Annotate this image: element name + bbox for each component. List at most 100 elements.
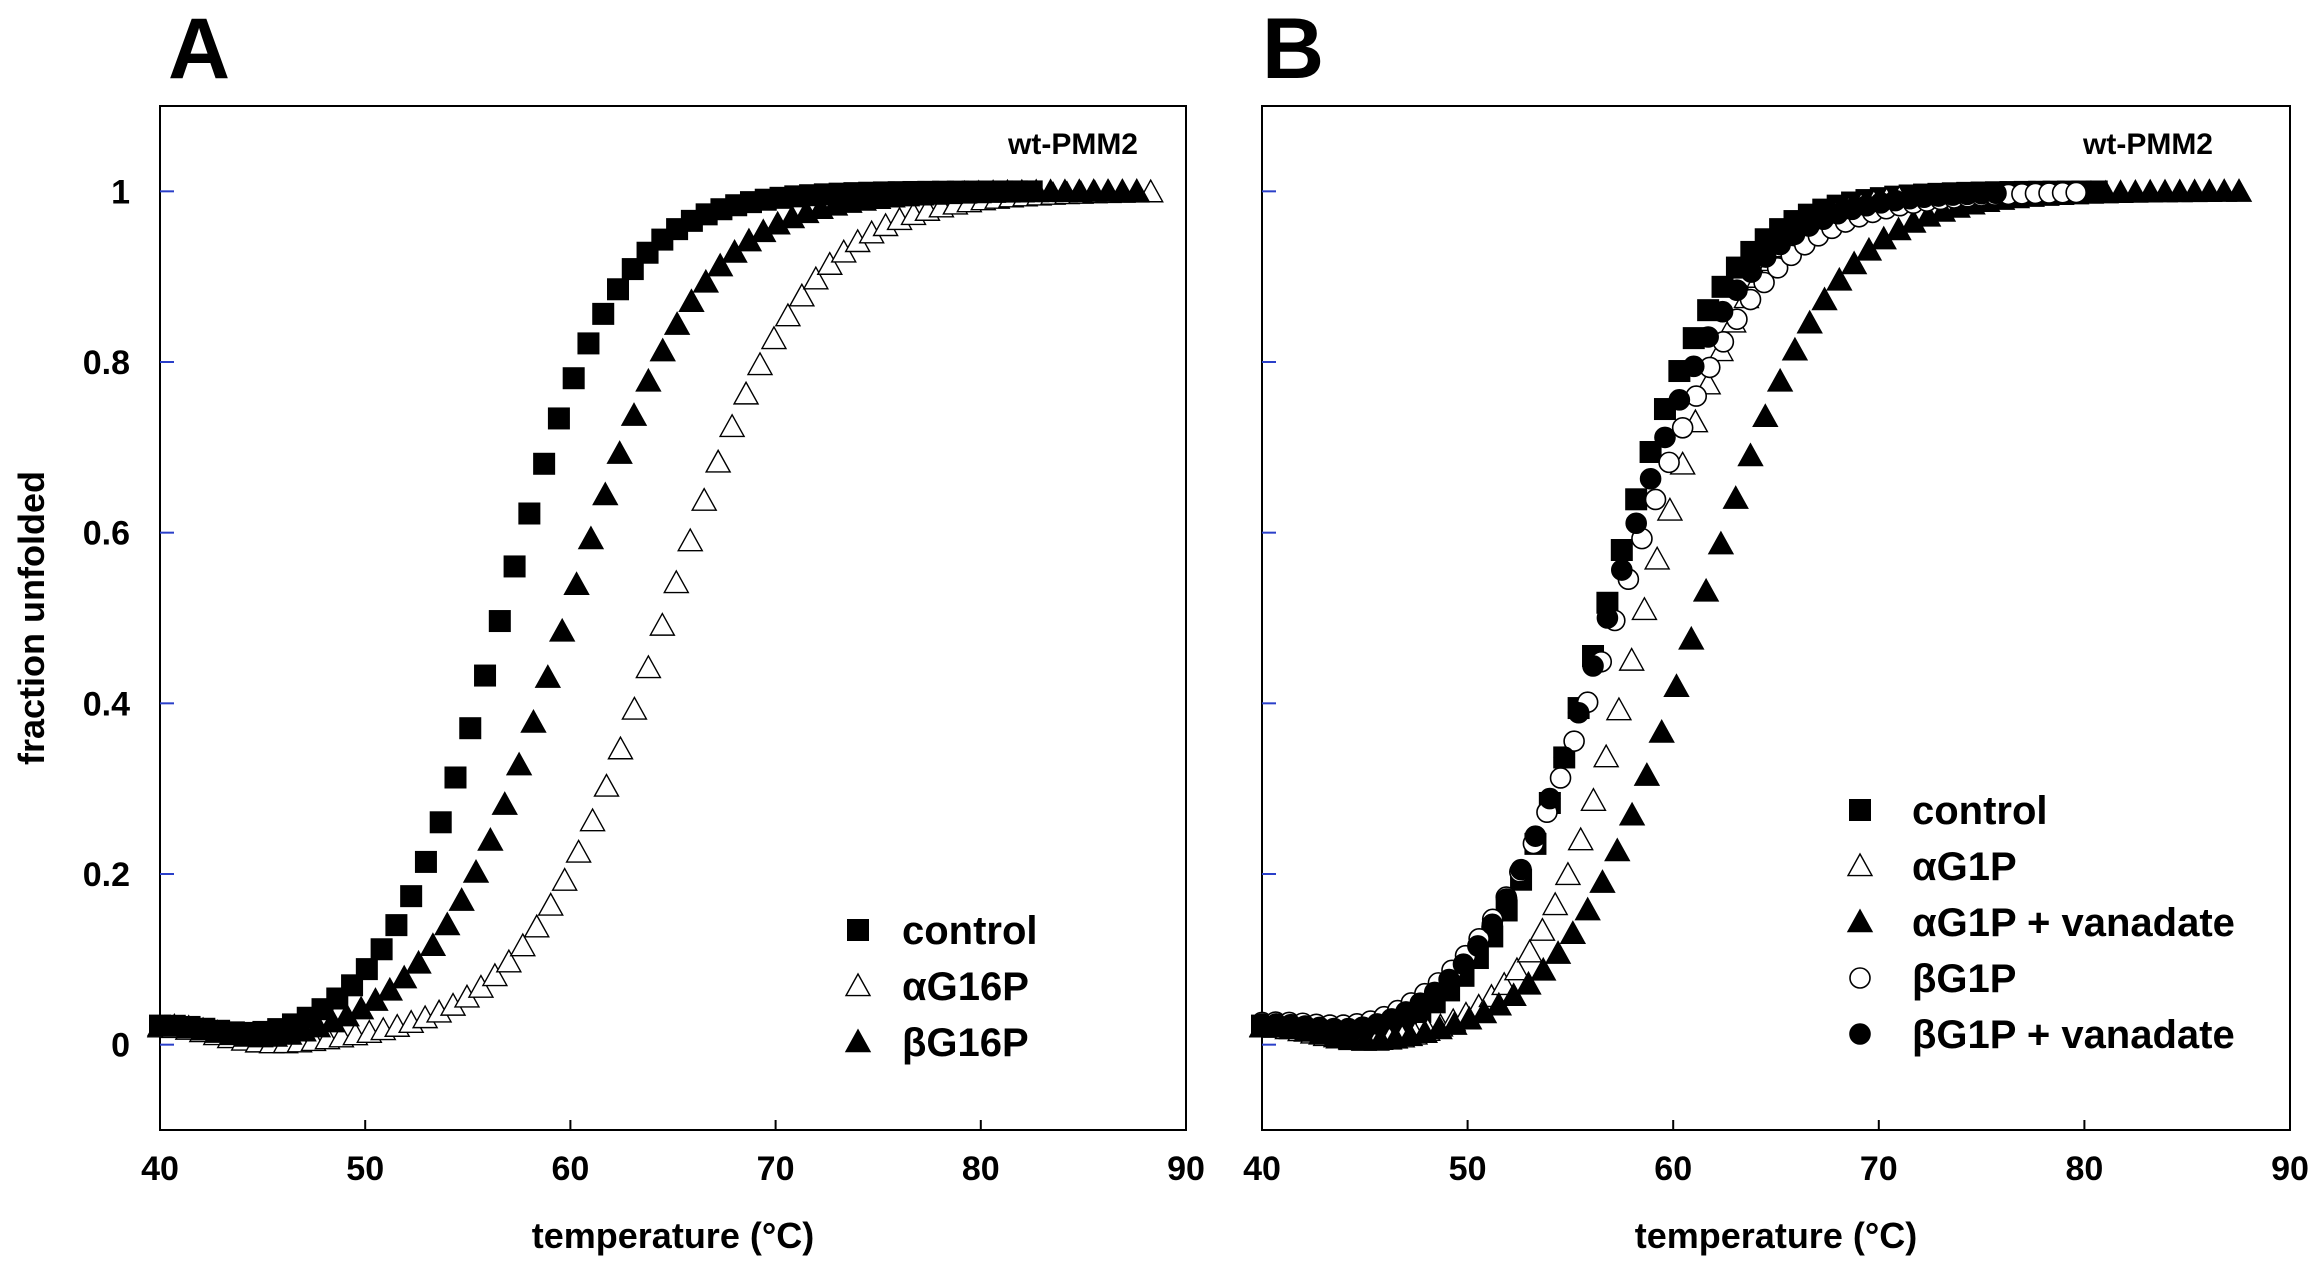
data-point [620, 402, 648, 426]
legend-label-alphag1p-vanadate: αG1P + vanadate [1912, 901, 2235, 945]
data-point [1529, 917, 1556, 941]
x-tick-label: 90 [2271, 1150, 2309, 1188]
legend-marker-alphag1p [1846, 852, 1874, 877]
data-point [2225, 178, 2253, 202]
panel-b: B wt-PMM2 temperature (°C) 40 50 60 70 80 90 … [1243, 1, 2309, 1256]
data-point [1826, 266, 1853, 291]
data-point [1648, 719, 1675, 743]
data-point [678, 288, 705, 313]
series-betag16p [146, 178, 1150, 1048]
y-tick-label: 0.2 [83, 856, 130, 894]
data-point [537, 892, 564, 916]
data-point [607, 735, 634, 760]
data-point [1539, 787, 1561, 810]
data-point [1596, 607, 1619, 629]
x-tick-label: 90 [1167, 1150, 1205, 1188]
data-point [390, 964, 418, 989]
data-point [1618, 647, 1645, 671]
data-point [1766, 367, 1794, 392]
data-point [1589, 869, 1616, 893]
data-point [1618, 801, 1646, 826]
data-point [1697, 326, 1719, 348]
legend-marker-betag1p [1849, 967, 1871, 989]
data-point [1722, 485, 1749, 509]
y-tick-label: 1 [111, 173, 130, 211]
data-point [1692, 577, 1720, 602]
data-point [1644, 488, 1667, 511]
data-point [1671, 417, 1694, 439]
data-point [607, 278, 630, 301]
legend-label-betag16p: βG16P [902, 1021, 1029, 1065]
data-point [488, 610, 511, 633]
data-point [1580, 787, 1607, 811]
legend-marker-alphag1p-vanadate [1846, 908, 1874, 933]
legend-label-betag1p-vanadate: βG1P + vanadate [1912, 1013, 2235, 1057]
data-layer-a [146, 178, 1164, 1054]
data-point [1663, 673, 1690, 698]
data-point [1554, 861, 1582, 886]
data-point [606, 440, 633, 464]
y-tick-label: 0.4 [83, 685, 130, 723]
data-point [635, 367, 662, 392]
data-point [1985, 182, 2007, 205]
data-point [577, 525, 605, 550]
data-point [649, 337, 676, 362]
data-point [405, 949, 432, 974]
x-tick-label: 50 [1449, 1150, 1487, 1188]
x-tick-label: 80 [2065, 1150, 2103, 1188]
data-point [1524, 825, 1547, 847]
data-point [1423, 981, 1446, 1004]
data-point [663, 569, 690, 594]
plot-frame-b [1261, 105, 2291, 1131]
legend-marker-control [847, 919, 869, 941]
data-point [448, 887, 475, 911]
data-point [1711, 300, 1734, 323]
annotation-b: wt-PMM2 [2082, 128, 2213, 161]
data-point [593, 773, 620, 797]
legend-label-alphag1p: αG1P [1912, 845, 2017, 889]
legend-a: control αG16P βG16P [844, 909, 1038, 1065]
data-point [533, 452, 556, 475]
legend-label-alphag16p: αG16P [902, 965, 1029, 1009]
data-point [1452, 953, 1475, 975]
data-point [385, 914, 408, 937]
x-tick-label: 70 [1860, 1150, 1898, 1188]
tick-layer-a: 40 50 60 70 80 90 0 0.2 0.4 0.6 0.8 1 [83, 173, 1205, 1188]
annotation-a: wt-PMM2 [1007, 128, 1138, 161]
data-point [1631, 596, 1658, 621]
legend-marker-betag16p [844, 1028, 872, 1053]
data-point [663, 311, 691, 335]
data-point [1549, 767, 1572, 789]
data-point [635, 654, 662, 679]
data-point [400, 885, 423, 908]
data-point [649, 612, 676, 636]
data-point [534, 664, 562, 688]
data-point [1409, 992, 1432, 1014]
y-tick-label: 0.6 [83, 515, 130, 553]
data-point [1682, 355, 1705, 378]
tick-layer-b: 40 50 60 70 80 90 [1243, 190, 2309, 1188]
data-point [621, 695, 648, 720]
data-point [1639, 467, 1662, 490]
data-point [1544, 940, 1572, 964]
data-point [1515, 970, 1542, 995]
panel-label-a: A [168, 1, 230, 97]
data-point [677, 527, 704, 552]
y-tick-label: 0.8 [83, 344, 130, 382]
data-point [1707, 530, 1735, 555]
x-axis-title-b: temperature (°C) [1635, 1215, 1917, 1256]
data-point [1495, 888, 1518, 910]
data-point [551, 867, 578, 891]
data-point [1737, 442, 1764, 467]
data-point [495, 948, 523, 973]
data-point [1553, 746, 1576, 769]
data-point [1567, 701, 1590, 724]
data-point [1752, 403, 1779, 427]
data-point [774, 302, 802, 327]
x-tick-label: 40 [1243, 1150, 1281, 1188]
series-betag1p-vanadate [1251, 182, 2007, 1040]
data-point [1574, 896, 1601, 921]
data-point [509, 932, 536, 957]
x-tick-label: 40 [141, 1150, 179, 1188]
data-point [1559, 920, 1587, 944]
